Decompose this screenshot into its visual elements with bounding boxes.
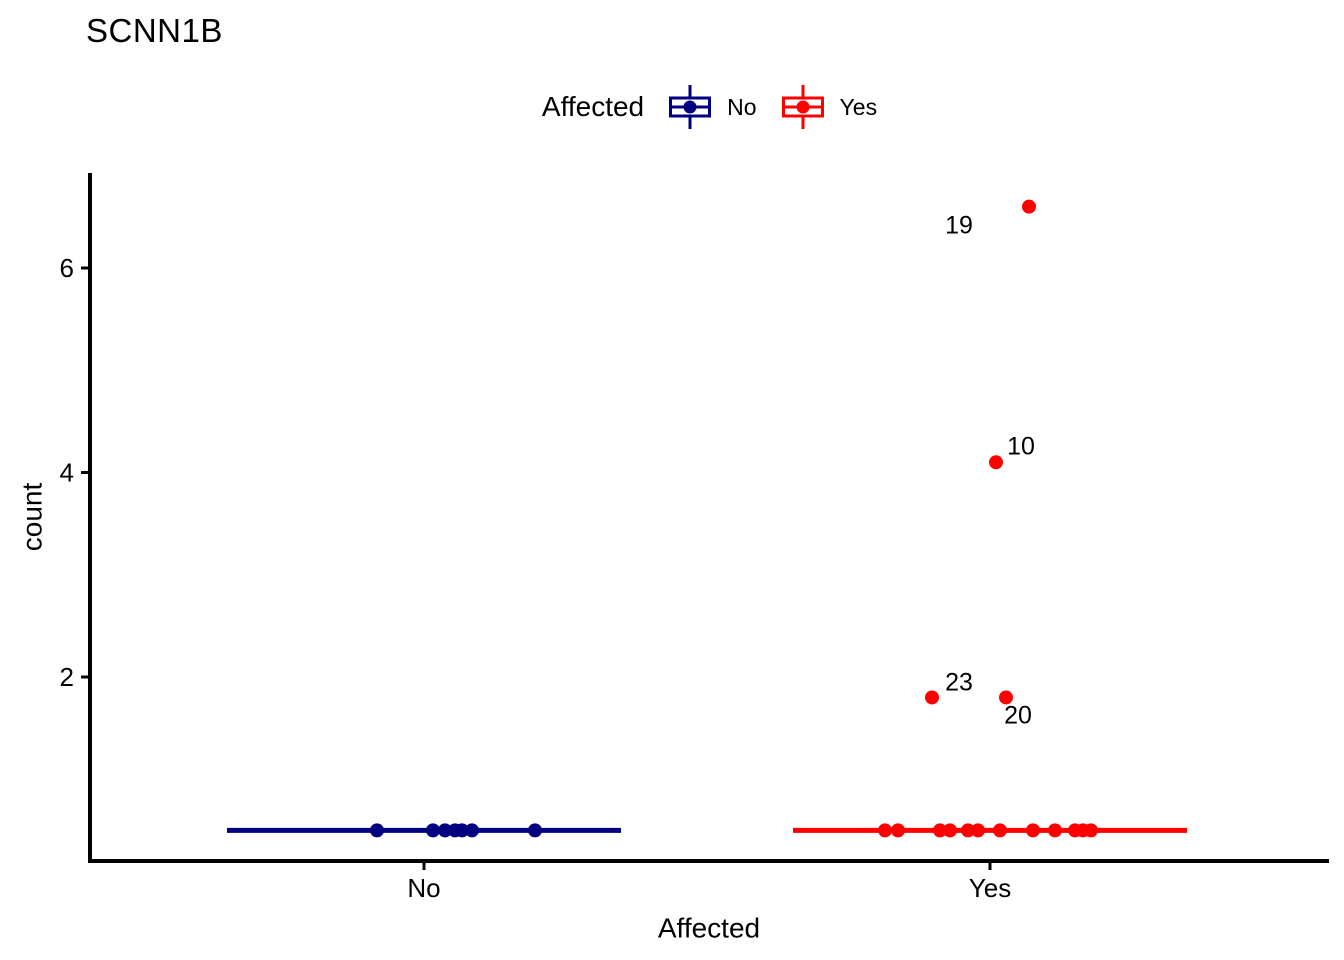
legend-label-yes: Yes bbox=[839, 93, 878, 120]
data-point-yes bbox=[933, 823, 947, 838]
data-point-yes bbox=[925, 690, 939, 705]
data-point-yes bbox=[943, 823, 957, 838]
data-point-no bbox=[370, 823, 384, 838]
data-point-yes bbox=[1022, 199, 1036, 214]
point-label: 19 bbox=[945, 212, 973, 240]
legend-entry-no: No bbox=[666, 84, 757, 130]
data-point-yes bbox=[989, 455, 1003, 470]
x-axis-title: Affected bbox=[658, 913, 760, 944]
data-point-no bbox=[455, 823, 469, 838]
point-label: 20 bbox=[1004, 701, 1032, 729]
x-tick-label: Yes bbox=[969, 873, 1011, 903]
y-tick-label: 2 bbox=[60, 662, 74, 692]
x-tick-label: No bbox=[407, 873, 440, 903]
data-point-yes bbox=[999, 690, 1013, 705]
boxplot-key-icon-yes bbox=[781, 85, 824, 129]
data-point-no bbox=[465, 823, 479, 838]
point-label: 10 bbox=[1007, 432, 1035, 460]
legend-title: Affected bbox=[541, 91, 645, 122]
y-axis-title: count bbox=[17, 483, 48, 552]
data-point-no bbox=[426, 823, 440, 838]
y-tick-label: 6 bbox=[60, 253, 74, 283]
y-tick-label: 4 bbox=[60, 458, 74, 488]
data-point-yes bbox=[1084, 823, 1098, 838]
data-point-yes bbox=[878, 823, 892, 838]
data-point-yes bbox=[1048, 823, 1062, 838]
data-point-no bbox=[528, 823, 542, 838]
data-point-yes bbox=[993, 823, 1007, 838]
data-point-yes bbox=[1026, 823, 1040, 838]
chart-title: SCNN1B bbox=[86, 12, 223, 49]
legend-label-no: No bbox=[727, 93, 757, 120]
point-label: 23 bbox=[945, 668, 973, 696]
legend: Affected No Yes bbox=[90, 82, 1329, 132]
data-point-yes bbox=[891, 823, 905, 838]
data-point-yes bbox=[971, 823, 985, 838]
boxplot-key-icon-no bbox=[669, 85, 712, 129]
data-point-no bbox=[438, 823, 452, 838]
legend-entry-yes: Yes bbox=[779, 84, 878, 130]
data-point-yes bbox=[961, 823, 975, 838]
